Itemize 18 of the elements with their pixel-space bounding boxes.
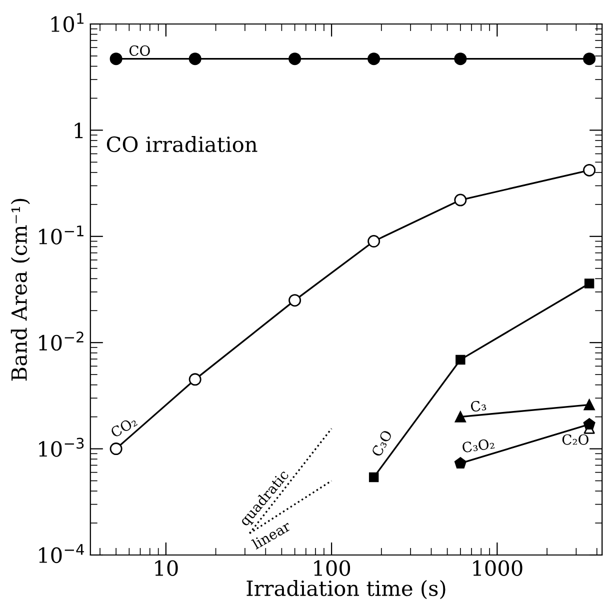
- y-tick-label: 10$^{1}$: [51, 13, 84, 32]
- y-tick-label: 1: [74, 122, 83, 138]
- legend-label: CO: [129, 45, 150, 56]
- y-axis-title: Band Area (cm⁻¹): [10, 198, 30, 381]
- text: C₃O₂: [462, 438, 495, 453]
- x-tick-label: 1000: [473, 560, 522, 576]
- text: CO₂: [110, 416, 138, 438]
- y-tick-label: 10$^{−4}$: [39, 544, 84, 564]
- x-axis-title: Irradiation time (s): [246, 580, 446, 600]
- text: C₃: [470, 400, 486, 412]
- y-tick-label: 10$^{−3}$: [39, 438, 84, 457]
- text: C₃O: [371, 429, 393, 458]
- series-label: C₂O: [562, 434, 588, 445]
- x-tick-label: 100: [314, 560, 350, 576]
- x-tick-label: 10: [155, 560, 178, 576]
- y-tick-label: 10$^{−1}$: [39, 226, 84, 244]
- annotation: CO irradiation: [106, 136, 258, 152]
- y-tick-label: 10$^{−2}$: [39, 332, 84, 351]
